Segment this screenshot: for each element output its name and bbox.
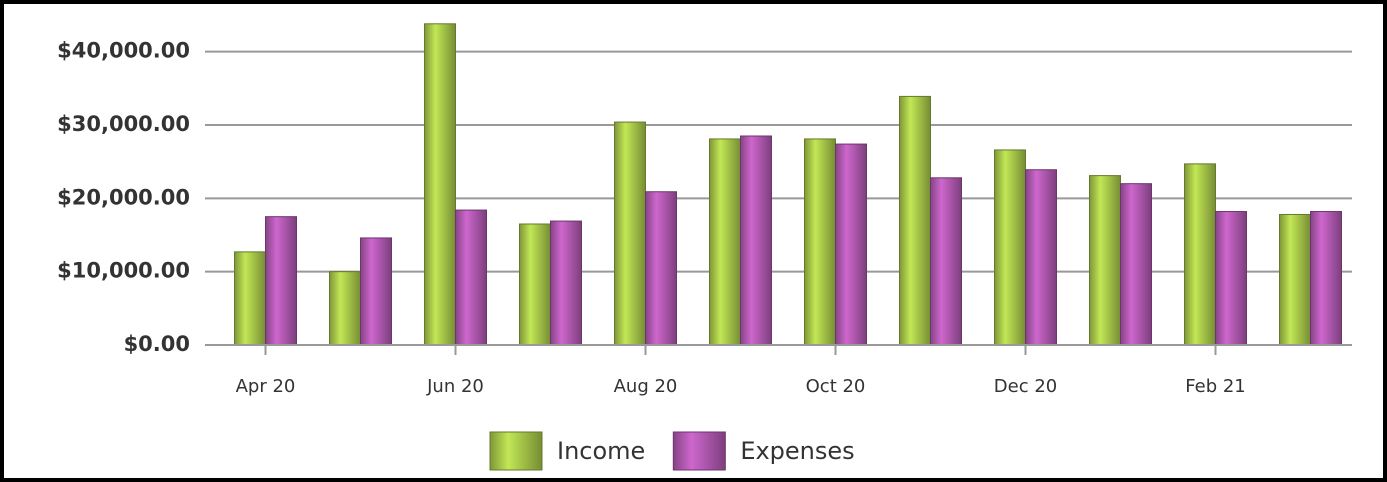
bar: [1184, 163, 1216, 346]
bar: [234, 251, 266, 346]
bar: [930, 177, 962, 346]
bar: [1120, 183, 1152, 346]
bar: [1310, 211, 1342, 346]
bar: [1089, 175, 1121, 346]
y-tick-label: $40,000.00: [57, 39, 190, 63]
x-tick-label: Apr 20: [236, 376, 296, 397]
y-tick-label: $30,000.00: [57, 112, 190, 136]
bar: [424, 23, 456, 346]
bar: [614, 121, 646, 346]
bar: [265, 216, 297, 346]
legend-label: Expenses: [740, 437, 854, 465]
y-tick-label: $0.00: [124, 332, 190, 356]
bar: [899, 95, 931, 346]
bar: [994, 149, 1026, 346]
y-tick-label: $10,000.00: [57, 259, 190, 283]
x-tick-label: Feb 21: [1185, 376, 1246, 397]
x-tick-label: Dec 20: [994, 376, 1057, 397]
bar: [1279, 213, 1311, 346]
x-tick-label: Jun 20: [426, 376, 484, 397]
legend-swatch: [489, 431, 543, 471]
bar: [455, 209, 487, 346]
x-tick-label: Aug 20: [614, 376, 678, 397]
legend-label: Income: [557, 437, 645, 465]
bar: [804, 138, 836, 346]
bar: [740, 135, 772, 346]
legend-swatch: [672, 431, 726, 471]
bar: [329, 271, 361, 346]
bar: [709, 138, 741, 346]
bar: [519, 223, 551, 346]
bar: [550, 220, 582, 346]
bar: [835, 143, 867, 346]
y-tick-label: $20,000.00: [57, 185, 190, 209]
bar: [360, 237, 392, 346]
x-tick-label: Oct 20: [806, 376, 866, 397]
bar: [1025, 169, 1057, 346]
bar: [1215, 211, 1247, 346]
bar: [645, 191, 677, 346]
